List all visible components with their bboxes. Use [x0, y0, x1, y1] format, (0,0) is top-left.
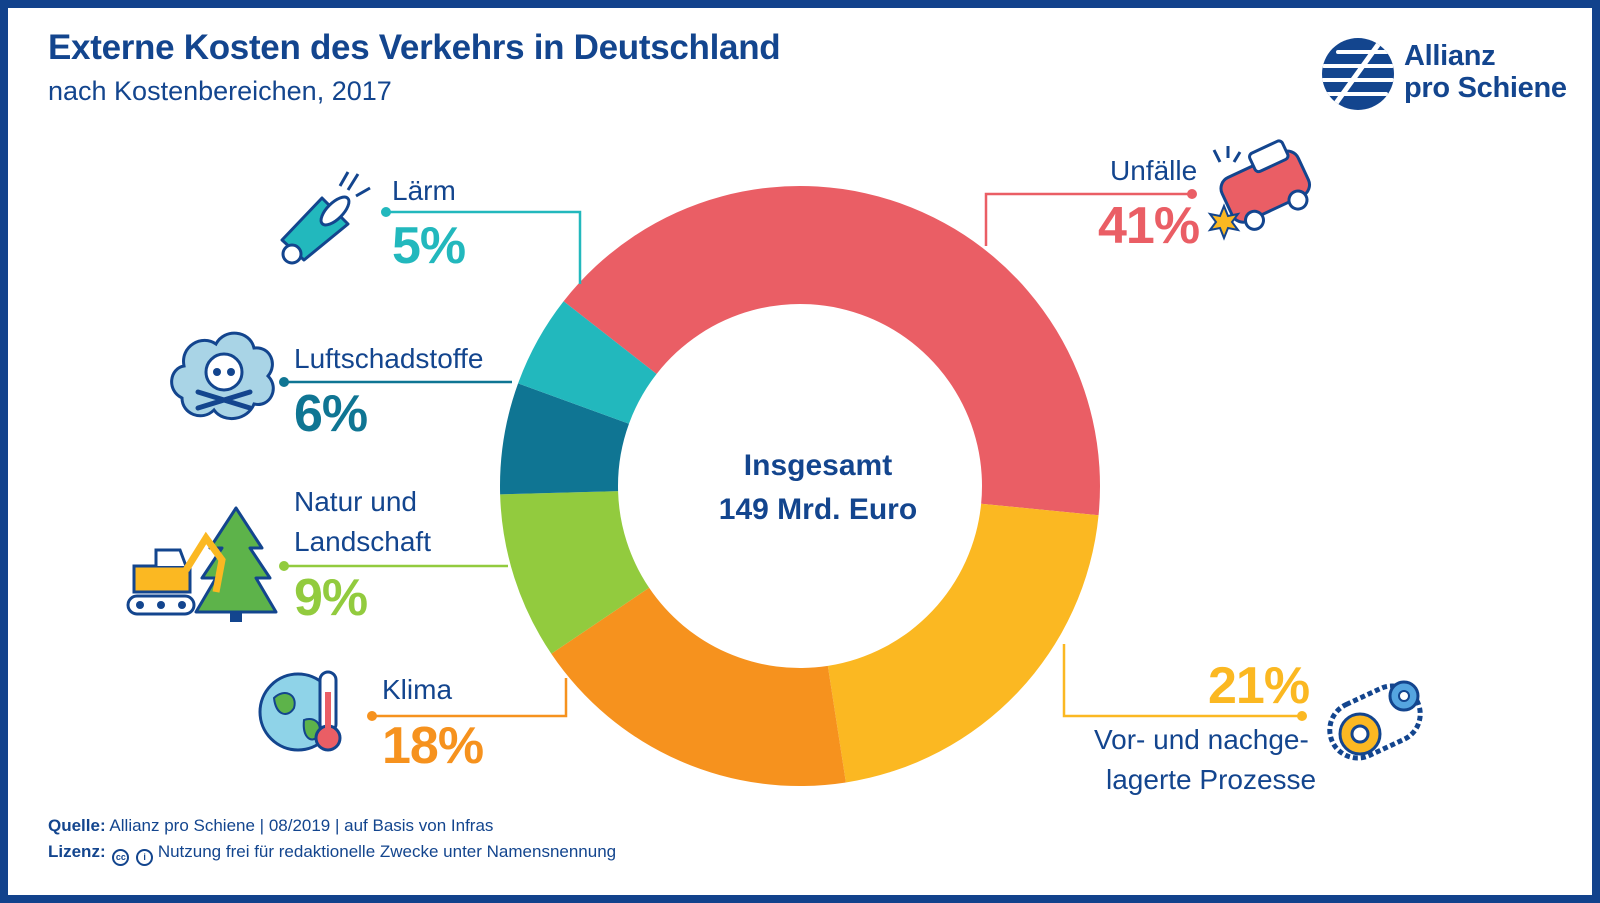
source-line: Quelle: Allianz pro Schiene | 08/2019 | … [48, 816, 493, 836]
leader-dot-1 [279, 377, 289, 387]
leader-line-0 [386, 210, 582, 284]
total-value: 149 Mrd. Euro [718, 493, 918, 526]
slice-label-klima: Klima [382, 674, 453, 705]
attribution-icon: i [136, 849, 154, 866]
slice-label-natur-line-2: Landschaft [294, 526, 431, 557]
total-label: Insgesamt [743, 449, 893, 482]
slice-value-natur: 9% [294, 569, 368, 627]
leader-dot-3 [367, 711, 377, 721]
chart-title: Externe Kosten des Verkehrs in Deutschla… [48, 28, 781, 67]
donut-slice-2 [551, 587, 846, 786]
license-text: Nutzung frei für redaktionelle Zwecke un… [157, 842, 617, 861]
cc-icon: cc [112, 849, 130, 866]
leader-line-5 [1062, 644, 1302, 718]
slice-value-prozesse: 21% [1208, 657, 1310, 715]
slice-label-unfaelle: Unfälle [1110, 155, 1198, 186]
donut-slice-3 [500, 491, 650, 654]
logo-line-2: pro Schiene [1404, 72, 1567, 104]
donut-slice-1 [827, 503, 1099, 783]
slice-label-prozesse-line-1: Vor- und nachge- [1094, 724, 1309, 755]
leader-line-4 [984, 192, 1192, 246]
gear-conveyor-icon [1327, 680, 1423, 761]
excavator-tree-icon [126, 506, 278, 622]
megaphone-icon [280, 171, 371, 265]
leader-dot-2 [279, 561, 289, 571]
donut-slice-4 [500, 383, 629, 495]
skull-cloud-icon [170, 331, 275, 420]
chart-subtitle: nach Kostenbereichen, 2017 [48, 76, 392, 106]
donut-chart [126, 139, 1423, 786]
slice-value-klima: 18% [382, 717, 484, 775]
donut-slice-5 [518, 301, 657, 424]
slice-value-luftschadstoffe: 6% [294, 385, 368, 443]
source-text: Allianz pro Schiene | 08/2019 | auf Basi… [109, 816, 494, 835]
leader-dot-0 [381, 207, 391, 217]
logo-line-1: Allianz [1404, 40, 1496, 72]
rail-stripes-logo-icon [1322, 38, 1394, 110]
donut-slice-0 [563, 186, 1100, 516]
leader-dot-4 [1187, 189, 1197, 199]
slice-label-laerm: Lärm [392, 175, 456, 206]
slice-label-prozesse-line-2: lagerte Prozesse [1106, 764, 1317, 795]
license-label: Lizenz: [48, 842, 106, 861]
slice-value-laerm: 5% [392, 217, 466, 275]
allianz-logo: Allianz pro Schiene [1320, 36, 1570, 120]
leader-line-3 [372, 678, 568, 718]
car-crash-icon [1207, 139, 1312, 241]
license-line: Lizenz: cc i Nutzung frei für redaktione… [48, 842, 616, 866]
globe-thermometer-icon [258, 670, 342, 752]
leader-dot-5 [1297, 711, 1307, 721]
slice-label-luftschadstoffe: Luftschadstoffe [294, 343, 484, 374]
slice-label-natur-line-1: Natur und [294, 486, 417, 517]
source-label: Quelle: [48, 816, 106, 835]
slice-value-unfaelle: 41% [1098, 197, 1200, 255]
donut-center-total: Insgesamt 149 Mrd. Euro [658, 444, 978, 532]
